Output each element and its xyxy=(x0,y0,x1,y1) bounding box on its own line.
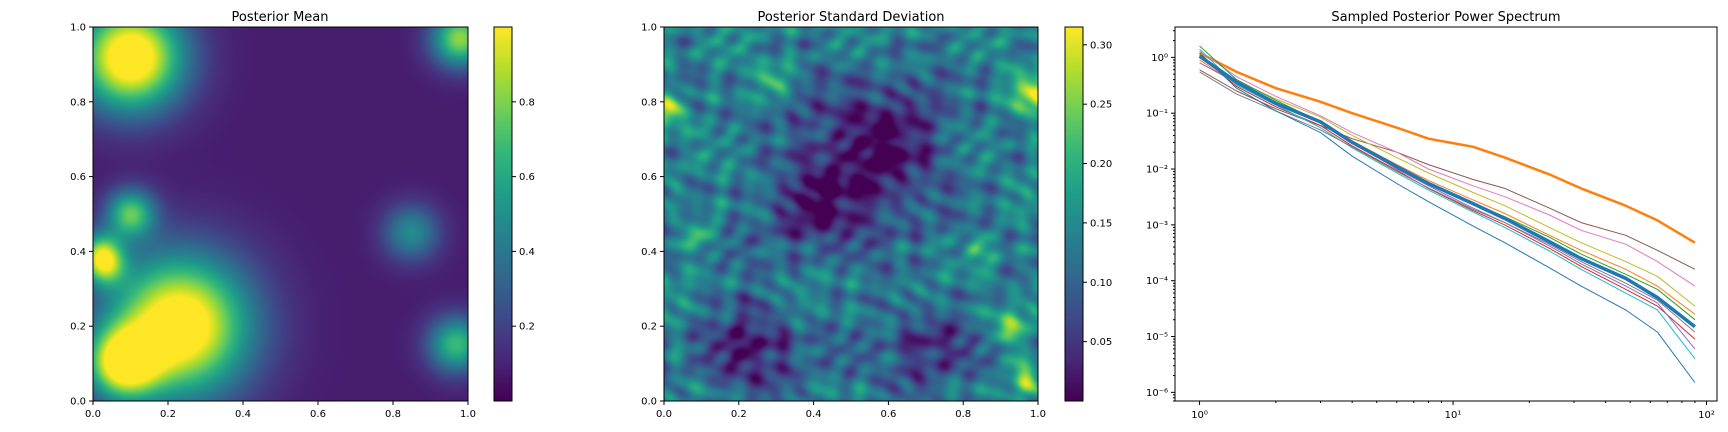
spectrum-series-line xyxy=(1199,52,1696,383)
posterior-mean-ticks: 0.0 0.2 0.4 0.6 0.8 1.0 0.0 0.2 0.4 0.6 0.8 1.0 xyxy=(70,23,476,421)
posterior-mean-colorbar-holder xyxy=(494,27,512,401)
y-tick-label: 0.4 xyxy=(641,247,657,258)
x-tick-label: 0.8 xyxy=(955,409,971,420)
y-tick-label: 10⁻² xyxy=(1146,165,1168,176)
posterior-std-colorbar-ticks: 0.05 0.10 0.15 0.20 0.25 0.30 xyxy=(1083,40,1112,348)
posterior-std-panel: Posterior Standard Deviation 0.0 0.2 0.4 0.… xyxy=(641,10,1112,420)
spectrum-series-line xyxy=(1198,54,1696,329)
x-tick-label: 0.2 xyxy=(160,409,176,420)
power-spectrum-lines xyxy=(1198,45,1696,383)
x-tick-label: 1.0 xyxy=(1030,409,1046,420)
colorbar-tick-label: 0.15 xyxy=(1090,218,1112,229)
y-tick-label: 10⁻⁵ xyxy=(1146,332,1168,343)
spectrum-series-line xyxy=(1199,56,1696,307)
posterior-mean-title: Posterior Mean xyxy=(231,10,328,25)
power-spectrum-panel: Sampled Posterior Power Spectrum 10⁰ 10¹ 1… xyxy=(1146,10,1718,421)
colorbar-tick-label: 0.6 xyxy=(519,172,535,183)
colorbar-tick-label: 0.10 xyxy=(1090,278,1112,289)
x-tick-label: 10² xyxy=(1698,410,1715,421)
spectrum-series-line xyxy=(1199,54,1696,340)
x-tick-label: 0.2 xyxy=(731,409,747,420)
x-tick-label: 0.4 xyxy=(235,409,251,420)
x-tick-label: 0.0 xyxy=(656,409,672,420)
x-tick-label: 0.0 xyxy=(85,409,101,420)
posterior-mean-colorbar-ticks: 0.2 0.4 0.6 0.8 xyxy=(512,97,535,333)
posterior-std-image-holder xyxy=(664,27,1038,401)
power-spectrum-ticks: 10⁰ 10¹ 10² 10⁻⁶ 10⁻⁵ 10⁻⁴ 10⁻³ 10⁻² 10⁻¹ 10⁰ xyxy=(1146,30,1715,421)
spectrum-series-line xyxy=(1199,71,1696,333)
colorbar-tick-label: 0.2 xyxy=(519,322,535,333)
posterior-std-colorbar xyxy=(1065,27,1083,401)
y-tick-label: 0.2 xyxy=(70,322,86,333)
y-tick-label: 1.0 xyxy=(70,23,86,34)
y-tick-label: 10⁻⁶ xyxy=(1146,388,1168,399)
y-tick-label: 1.0 xyxy=(641,23,657,34)
posterior-mean-colorbar-frame xyxy=(493,26,513,402)
power-spectrum-title: Sampled Posterior Power Spectrum xyxy=(1331,10,1560,25)
y-tick-label: 0.4 xyxy=(70,247,86,258)
x-tick-label: 0.6 xyxy=(310,409,326,420)
spectrum-series-line xyxy=(1199,69,1696,270)
colorbar-tick-label: 0.05 xyxy=(1090,337,1112,348)
spectrum-series-line xyxy=(1199,48,1696,360)
spectrum-series-line xyxy=(1199,50,1696,287)
posterior-std-colorbar-holder xyxy=(1065,27,1083,401)
y-tick-label: 0.0 xyxy=(70,397,86,408)
y-tick-label: 10⁻⁴ xyxy=(1146,276,1168,287)
power-spectrum-frame xyxy=(1174,26,1718,402)
y-tick-label: 10⁻¹ xyxy=(1146,109,1168,120)
x-tick-label: 10¹ xyxy=(1445,410,1462,421)
posterior-mean-heatmap xyxy=(93,27,468,401)
x-tick-label: 1.0 xyxy=(460,409,476,420)
posterior-std-heatmap xyxy=(664,27,1038,401)
y-tick-label: 0.6 xyxy=(70,172,86,183)
posterior-std-frame xyxy=(663,26,1039,402)
colorbar-tick-label: 0.30 xyxy=(1090,40,1112,51)
posterior-mean-panel: Posterior Mean 0.0 0.2 0.4 0.6 0.8 1.00.00.20… xyxy=(70,10,535,420)
posterior-std-ticks: 0.0 0.2 0.4 0.6 0.8 1.0 0.0 0.2 0.4 0.6 0.8 1.0 xyxy=(641,23,1046,421)
posterior-mean-frame xyxy=(92,26,469,402)
y-tick-label: 0.2 xyxy=(641,322,657,333)
x-tick-label: 10⁰ xyxy=(1191,410,1208,421)
colorbar-tick-label: 0.25 xyxy=(1090,100,1112,111)
colorbar-tick-label: 0.8 xyxy=(519,97,535,108)
y-tick-label: 10⁰ xyxy=(1151,53,1168,64)
x-tick-label: 0.6 xyxy=(880,409,896,420)
x-tick-label: 0.8 xyxy=(385,409,401,420)
posterior-std-colorbar-frame xyxy=(1064,26,1084,402)
posterior-std-title: Posterior Standard Deviation xyxy=(757,10,944,25)
y-tick-label: 0.0 xyxy=(641,397,657,408)
colorbar-tick-label: 0.20 xyxy=(1090,159,1112,170)
colorbar-tick-label: 0.4 xyxy=(519,247,535,258)
y-tick-label: 0.8 xyxy=(641,97,657,108)
posterior-mean-image-holder xyxy=(93,27,468,401)
y-tick-label: 10⁻³ xyxy=(1146,220,1168,231)
posterior-mean-colorbar xyxy=(494,27,512,401)
spectrum-series-line xyxy=(1199,51,1696,244)
y-tick-label: 0.6 xyxy=(641,172,657,183)
y-tick-label: 0.8 xyxy=(70,97,86,108)
x-tick-label: 0.4 xyxy=(806,409,822,420)
